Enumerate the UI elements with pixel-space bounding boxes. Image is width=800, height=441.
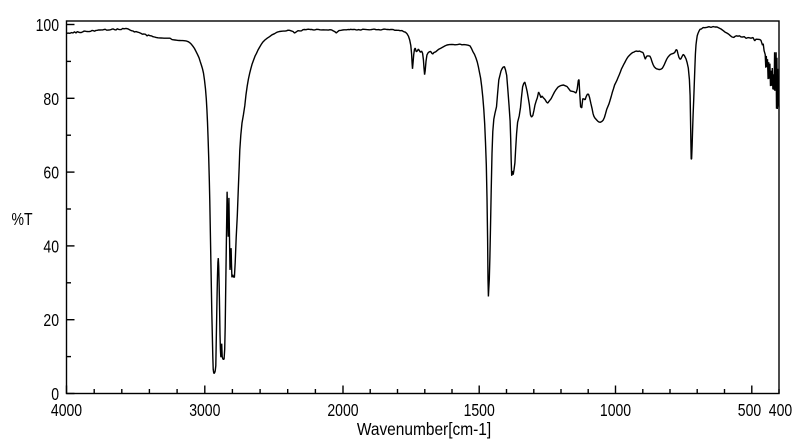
svg-text:400: 400 — [769, 400, 792, 420]
svg-text:1000: 1000 — [600, 400, 631, 420]
svg-text:%T: %T — [12, 209, 33, 229]
svg-text:40: 40 — [43, 237, 59, 257]
svg-text:60: 60 — [43, 163, 59, 183]
svg-text:2000: 2000 — [327, 400, 358, 420]
svg-text:0: 0 — [51, 384, 59, 404]
svg-text:4000: 4000 — [51, 400, 82, 420]
svg-text:500: 500 — [738, 400, 761, 420]
svg-text:100: 100 — [36, 15, 59, 35]
svg-text:3000: 3000 — [189, 400, 220, 420]
svg-text:1500: 1500 — [464, 400, 495, 420]
svg-text:20: 20 — [43, 311, 59, 331]
svg-text:80: 80 — [43, 89, 59, 109]
svg-text:Wavenumber[cm-1]: Wavenumber[cm-1] — [357, 419, 491, 439]
